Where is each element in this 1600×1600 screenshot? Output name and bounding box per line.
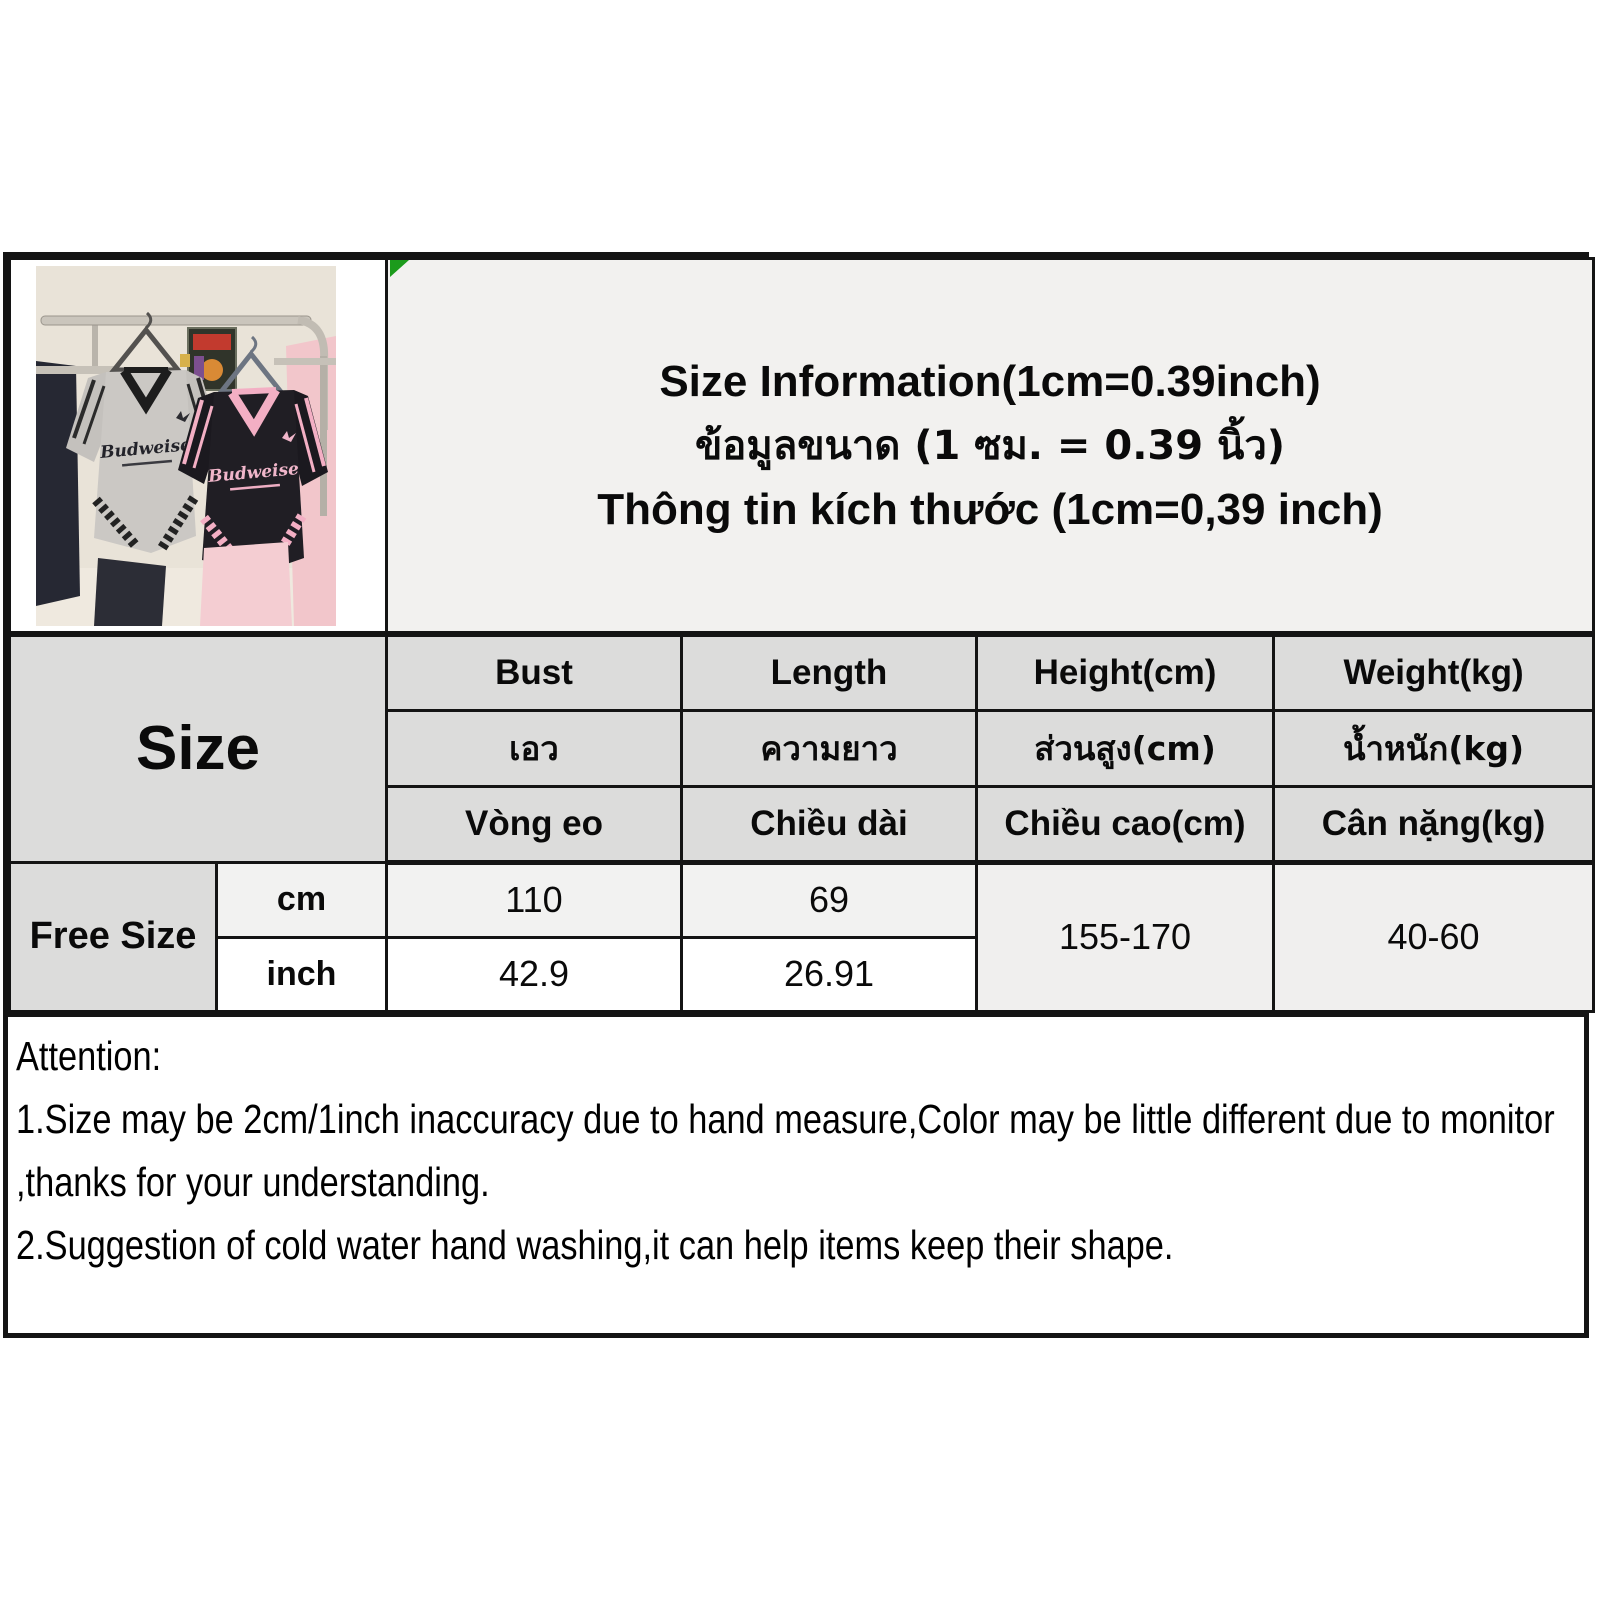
bust-cm-value: 110	[385, 860, 683, 939]
banner-title-th: ข้อมูลขนาด (1 ซม. = 0.39 นิ้ว)	[694, 422, 1286, 469]
size-table: Budweise	[8, 257, 1596, 1013]
pink-pants	[200, 542, 292, 626]
butterfly-logo-gray	[176, 411, 190, 422]
length-inch-value: 26.91	[680, 935, 978, 1013]
col-header-length-vi: Chiều dài	[680, 784, 978, 865]
banner-cell: Size Information(1cm=0.39inch) ข้อมูลขนา…	[384, 257, 1596, 637]
col-header-weight-vi: Cân nặng(kg)	[1271, 784, 1596, 865]
comment-marker-triangle	[390, 261, 409, 277]
col-header-length-en: Length	[680, 632, 978, 712]
col-header-weight-th: น้ำหนัก(kg)	[1271, 708, 1596, 788]
unit-cm-cell: cm	[215, 860, 388, 939]
rack-bar-right	[274, 358, 336, 365]
rack-bar-main	[40, 315, 312, 326]
col-header-height-vi: Chiều cao(cm)	[975, 784, 1275, 865]
col-header-height-th: ส่วนสูง(cm)	[975, 708, 1275, 788]
col-header-bust-en: Bust	[385, 632, 683, 712]
col-header-bust-vi: Vòng eo	[385, 784, 683, 865]
length-cm-value: 69	[680, 860, 978, 939]
dark-pants	[94, 558, 166, 626]
banner-title-vi: Thông tin kích thước (1cm=0,39 inch)	[597, 484, 1383, 534]
poster	[187, 327, 237, 391]
attention-note-2: 2.Suggestion of cold water hand washing,…	[16, 1221, 1174, 1268]
attention-note-1: 1.Size may be 2cm/1inch inaccuracy due t…	[16, 1095, 1555, 1205]
height-range-value: 155-170	[975, 860, 1275, 1013]
attention-title: Attention:	[16, 1032, 162, 1079]
shirt-black: Budweise	[178, 387, 328, 574]
dark-garment-left	[36, 361, 80, 606]
weight-range-value: 40-60	[1271, 860, 1596, 1013]
col-header-bust-th: เอว	[385, 708, 683, 788]
price-tag	[180, 354, 190, 367]
size-header-cell: Size	[8, 632, 388, 864]
rack-post-left	[92, 320, 98, 370]
rack-post-right	[320, 356, 327, 516]
col-header-weight-en: Weight(kg)	[1271, 632, 1596, 712]
col-header-length-th: ความยาว	[680, 708, 978, 788]
unit-inch-cell: inch	[215, 935, 388, 1013]
butterfly-logo-pink	[282, 431, 296, 442]
banner-title-en: Size Information(1cm=0.39inch)	[659, 356, 1321, 406]
size-name-cell: Free Size	[8, 860, 218, 1013]
product-photo-cell: Budweise	[8, 257, 388, 637]
attention-section: Attention: 1.Size may be 2cm/1inch inacc…	[8, 1012, 1584, 1333]
bust-inch-value: 42.9	[385, 935, 683, 1013]
size-chart-sheet: Budweise	[3, 252, 1596, 1338]
product-photo: Budweise	[36, 266, 336, 626]
rack-bar-left	[36, 366, 114, 374]
col-header-height-en: Height(cm)	[975, 632, 1275, 712]
